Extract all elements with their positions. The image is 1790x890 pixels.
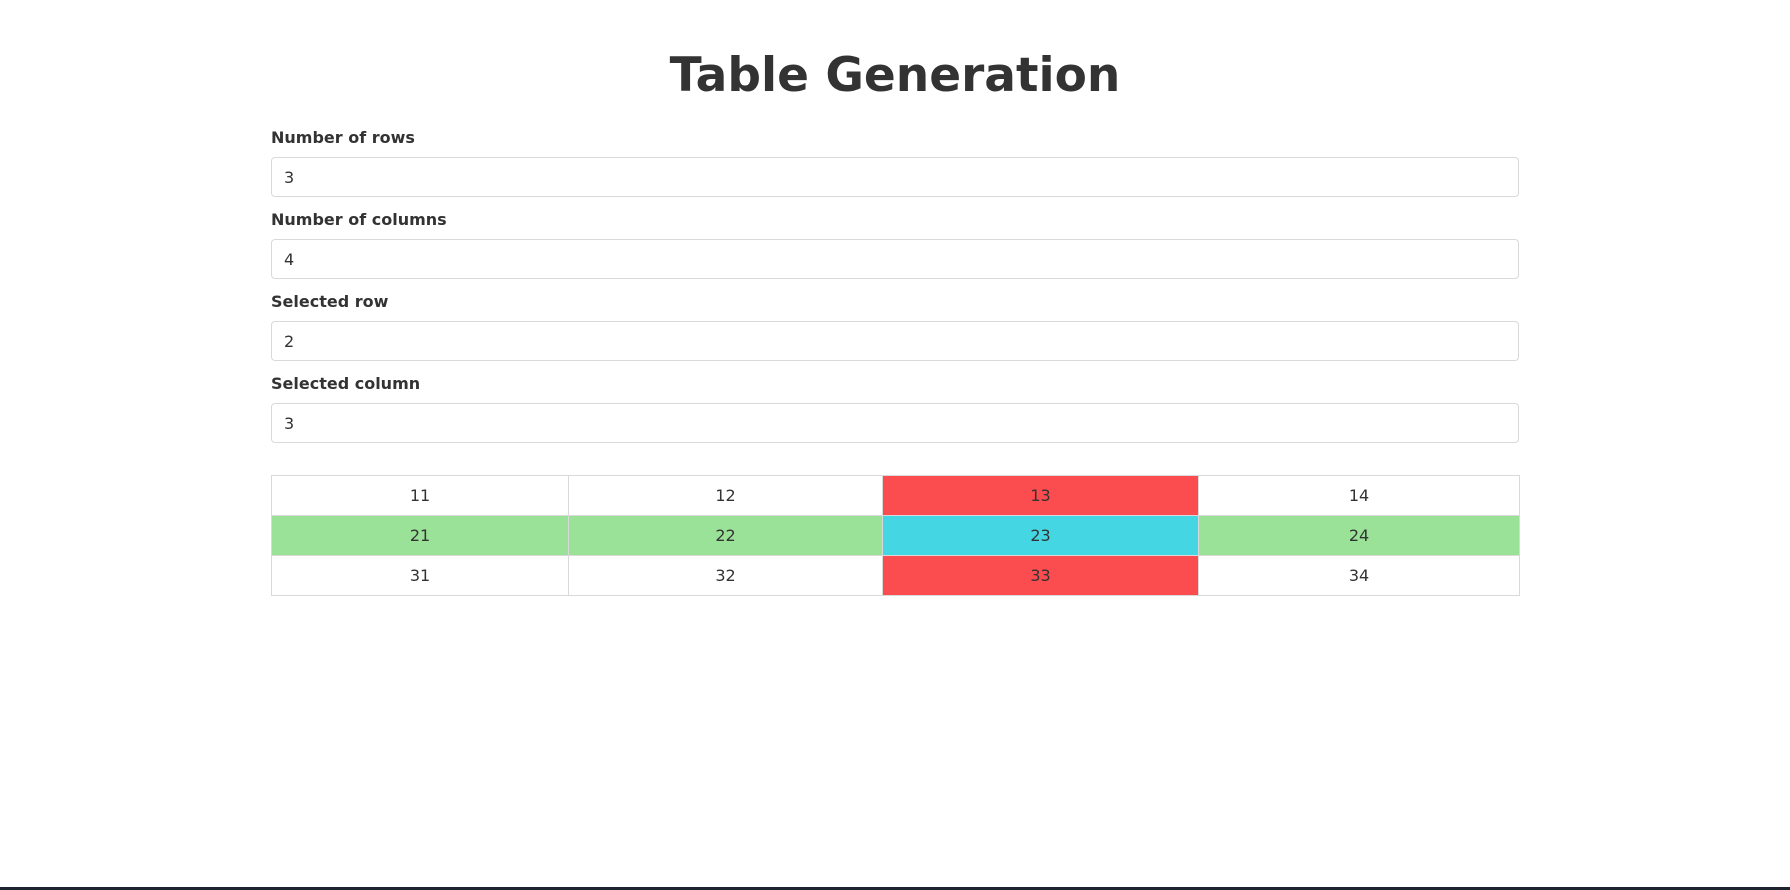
page-title: Table Generation <box>669 48 1121 103</box>
selected-row-input[interactable] <box>271 321 1519 361</box>
rows-field: Number of rows <box>271 127 1519 197</box>
selected-column-field: Selected column <box>271 373 1519 443</box>
table-cell: 32 <box>568 555 883 596</box>
table-row: 11 12 13 14 <box>271 475 1520 516</box>
table-cell-selected-column: 33 <box>882 555 1199 596</box>
table-cell-selected-row: 24 <box>1198 515 1520 556</box>
table-row: 31 32 33 34 <box>271 555 1520 596</box>
selected-row-field: Selected row <box>271 291 1519 361</box>
table-row-selected: 21 22 23 24 <box>271 515 1520 556</box>
table-cell-selected: 23 <box>882 515 1199 556</box>
table-cell-selected-row: 22 <box>568 515 883 556</box>
rows-input[interactable] <box>271 157 1519 197</box>
table-settings-form: Number of rows Number of columns Selecte… <box>271 127 1519 455</box>
table-cell: 31 <box>271 555 569 596</box>
columns-field: Number of columns <box>271 209 1519 279</box>
columns-label: Number of columns <box>271 210 447 229</box>
rows-label: Number of rows <box>271 128 415 147</box>
columns-input[interactable] <box>271 239 1519 279</box>
table-cell: 34 <box>1198 555 1520 596</box>
generated-table: 11 12 13 14 21 22 23 24 31 32 33 34 <box>271 475 1520 596</box>
table-cell: 12 <box>568 475 883 516</box>
selected-row-label: Selected row <box>271 292 389 311</box>
table-cell: 11 <box>271 475 569 516</box>
table-cell-selected-column: 13 <box>882 475 1199 516</box>
window-bottom-edge <box>0 887 1790 890</box>
table-cell-selected-row: 21 <box>271 515 569 556</box>
table-cell: 14 <box>1198 475 1520 516</box>
selected-column-label: Selected column <box>271 374 421 393</box>
selected-column-input[interactable] <box>271 403 1519 443</box>
